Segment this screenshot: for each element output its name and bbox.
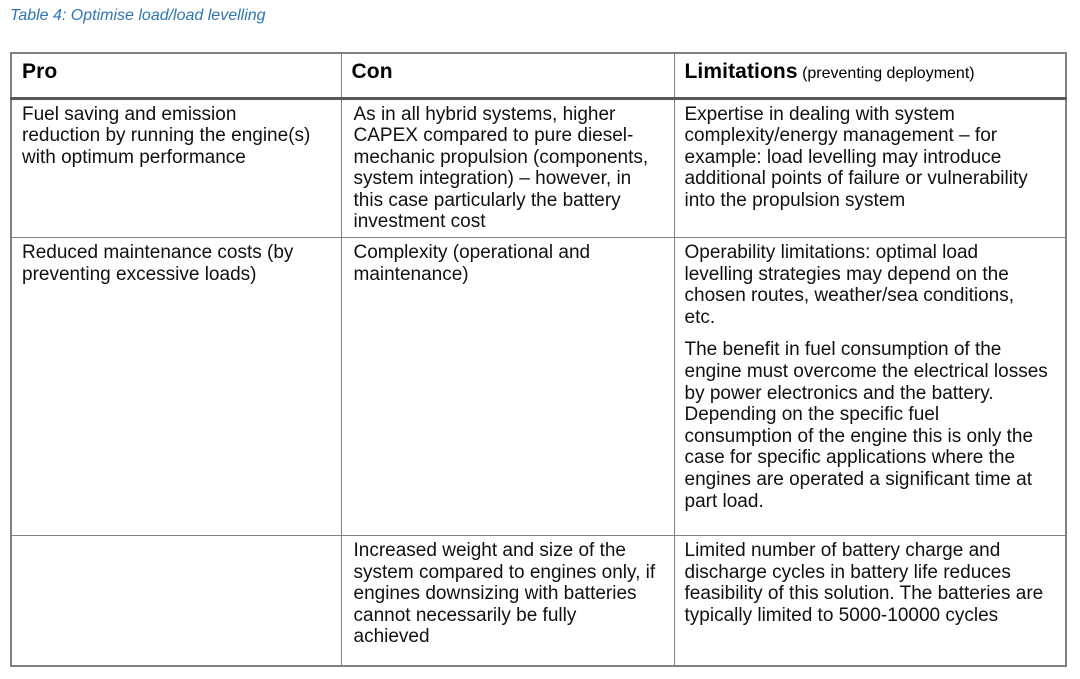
cell-paragraph: The benefit in fuel consumption of the e… — [684, 339, 1048, 512]
table-header-row: Pro Con Limitations (preventing deployme… — [10, 52, 1067, 99]
table-row: Reduced maintenance costs (by preventing… — [10, 237, 1067, 537]
cell-paragraph: Fuel saving and emission reduction by ru… — [22, 103, 311, 168]
cell-con: As in all hybrid systems, higher CAPEX c… — [340, 97, 675, 239]
header-limitations: Limitations (preventing deployment) — [673, 52, 1067, 99]
cell-pro: Fuel saving and emission reduction by ru… — [10, 97, 342, 239]
table-row: Fuel saving and emission reduction by ru… — [10, 97, 1067, 239]
header-limitations-note: (preventing deployment) — [802, 65, 975, 82]
cell-paragraph: As in all hybrid systems, higher CAPEX c… — [353, 103, 649, 233]
cell-paragraph: Operability limitations: optimal load le… — [684, 242, 1015, 328]
table-row: Increased weight and size of the system … — [10, 535, 1067, 667]
pro-con-limitations-table: Pro Con Limitations (preventing deployme… — [10, 52, 1067, 667]
header-pro-label: Pro — [22, 60, 58, 83]
cell-con: Increased weight and size of the system … — [340, 535, 675, 667]
cell-paragraph: Reduced maintenance costs (by preventing… — [22, 242, 294, 285]
cell-paragraph: Complexity (operational and maintenance) — [353, 242, 591, 285]
header-con: Con — [340, 52, 675, 99]
cell-limitations: Operability limitations: optimal load le… — [673, 237, 1067, 537]
table-caption: Table 4: Optimise load/load levelling — [10, 7, 266, 24]
cell-con: Complexity (operational and maintenance) — [340, 237, 675, 537]
cell-pro-empty — [10, 535, 342, 667]
header-pro: Pro — [10, 52, 342, 99]
cell-limitations: Expertise in dealing with system complex… — [673, 97, 1067, 239]
cell-paragraph: Increased weight and size of the system … — [353, 540, 656, 648]
cell-paragraph: Expertise in dealing with system complex… — [684, 103, 1028, 211]
cell-limitations: Limited number of battery charge and dis… — [673, 535, 1067, 667]
header-limitations-label: Limitations — [684, 60, 798, 83]
cell-pro: Reduced maintenance costs (by preventing… — [10, 237, 342, 537]
cell-paragraph: Limited number of battery charge and dis… — [684, 540, 1044, 626]
header-con-label: Con — [351, 60, 393, 83]
